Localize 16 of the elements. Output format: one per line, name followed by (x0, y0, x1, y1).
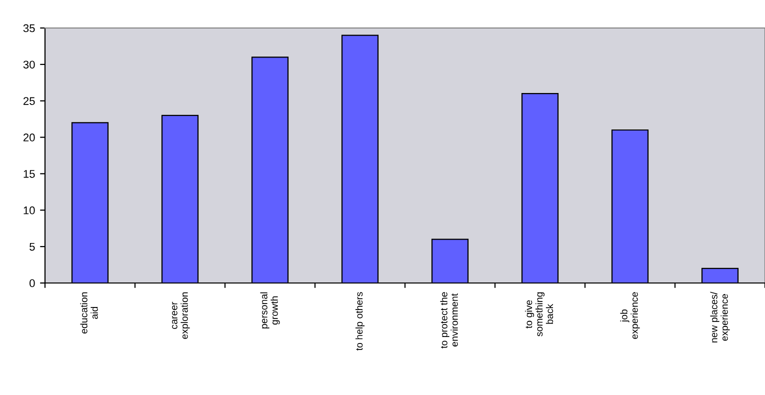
y-tick-label: 5 (30, 242, 35, 251)
y-tick-label: 20 (23, 134, 35, 142)
x-tick-label: education aid (80, 292, 98, 334)
x-tick-label: career exploration (172, 292, 190, 339)
x-tick-label: job experience (620, 292, 640, 339)
y-tick-label: 15 (24, 170, 35, 178)
y-tick-label: 10 (24, 206, 35, 214)
x-tick-label: to give something back (524, 292, 554, 336)
y-tick-label: 25 (23, 97, 35, 105)
x-tick-label: new places/ experience (710, 292, 730, 342)
y-tick-label: 30 (23, 60, 35, 69)
y-tick-label: 35 (23, 24, 35, 32)
x-tick-label: to protect the environment (440, 292, 458, 348)
y-tick-label: 0 (30, 279, 35, 288)
x-tick-label: to help others (355, 292, 365, 351)
x-tick-label: personal growth (260, 292, 280, 328)
